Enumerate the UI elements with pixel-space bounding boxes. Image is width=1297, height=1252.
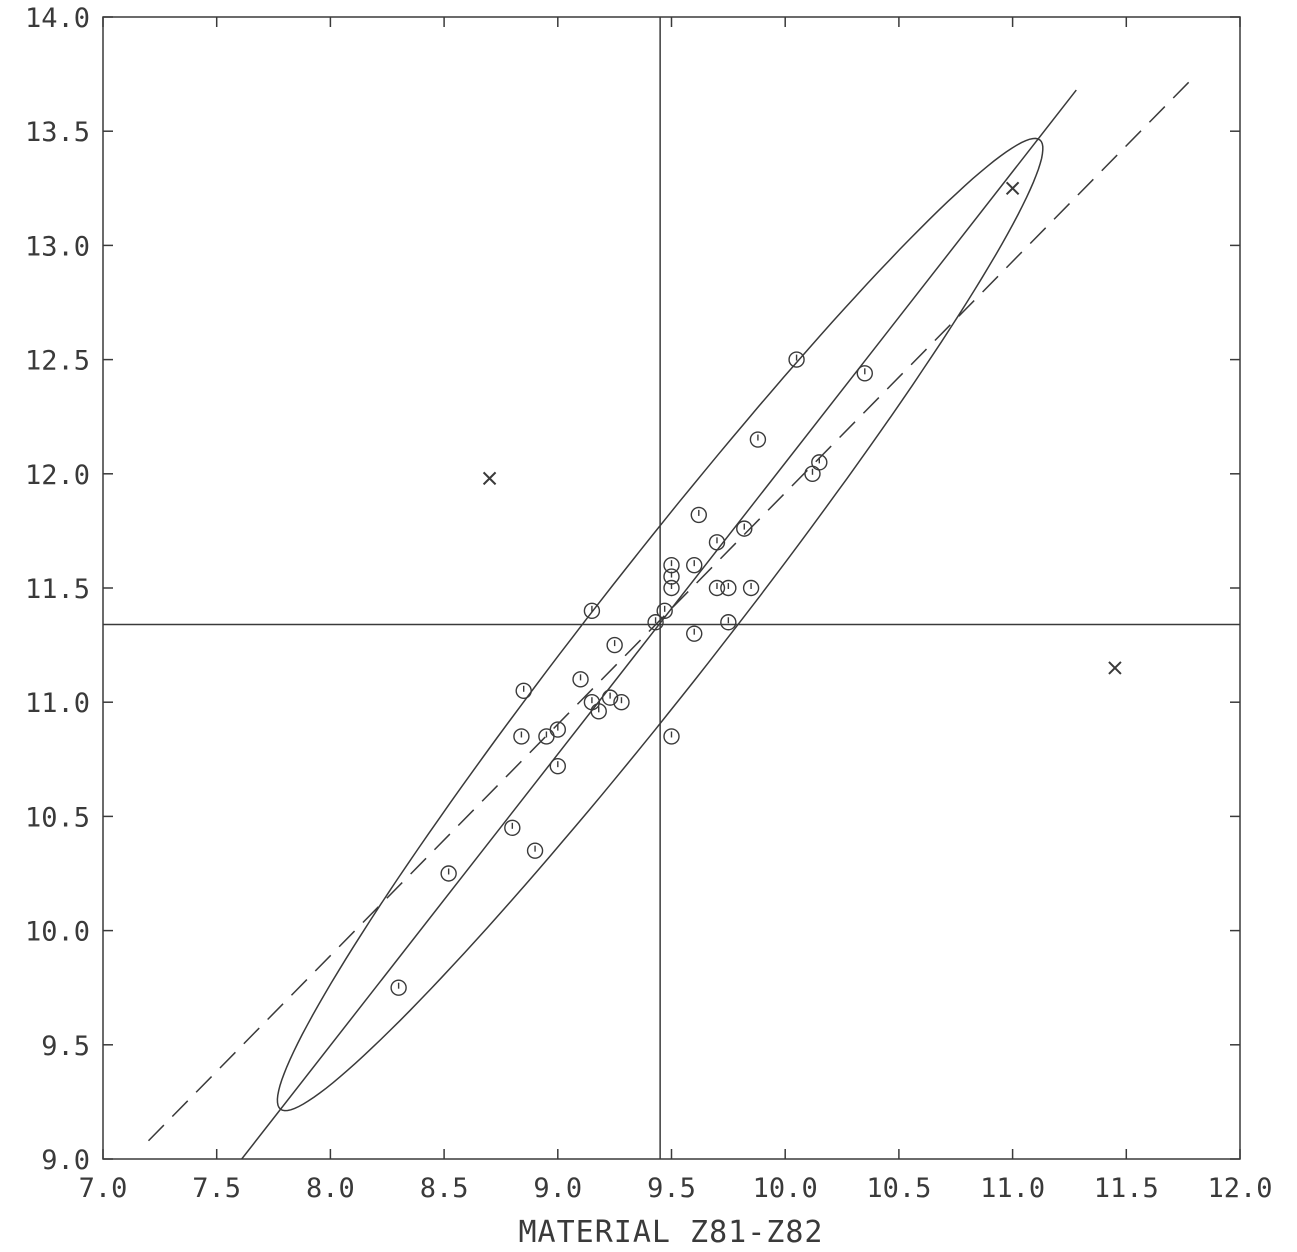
outlier-stroke: [1005, 181, 1020, 196]
x-tick-label: 9.0: [533, 1173, 582, 1204]
data-point-circle: [720, 614, 737, 631]
data-point: [736, 520, 753, 537]
data-point-circle: [572, 671, 589, 688]
x-tick-label: 10.5: [866, 1173, 931, 1204]
x-axis-label: MATERIAL Z81-Z82: [519, 1215, 824, 1250]
data-point-circle: [513, 728, 530, 745]
data-point-circle: [686, 556, 703, 574]
data-point: [708, 579, 726, 597]
data-point: [749, 431, 767, 448]
data-point: [515, 682, 532, 699]
y-tick-label: 9.5: [41, 1031, 90, 1062]
data-point-circle: [613, 694, 630, 711]
data-point: [390, 979, 407, 996]
data-point-circle: [720, 579, 737, 597]
data-point: [656, 602, 673, 620]
data-point: [708, 534, 726, 551]
data-point-circle: [788, 351, 805, 368]
x-tick-label: 8.0: [306, 1173, 355, 1204]
data-point-circle: [549, 757, 566, 775]
data-point-circle: [856, 365, 873, 382]
data-point: [583, 602, 601, 620]
data-point-circle: [708, 579, 726, 597]
data-point: [811, 454, 828, 471]
data-point: [663, 728, 680, 745]
data-point-circle: [663, 579, 680, 597]
x-tick-label: 11.0: [980, 1173, 1045, 1204]
data-point: [590, 703, 607, 720]
data-point: [690, 506, 707, 524]
data-point: [606, 636, 623, 654]
x-tick-label: 7.0: [79, 1173, 128, 1204]
data-point: [720, 579, 737, 597]
data-point: [440, 865, 457, 882]
y-tick-label: 9.0: [41, 1145, 90, 1176]
data-point-circle: [663, 556, 680, 574]
x-tick-label: 10.0: [753, 1173, 818, 1204]
data-point-circle: [686, 625, 703, 642]
y-tick-label: 10.5: [25, 802, 90, 833]
data-point-circle: [515, 682, 532, 699]
x-tick-label: 11.5: [1094, 1173, 1159, 1204]
solid-fit-line: [241, 89, 1077, 1159]
data-point-circle: [742, 579, 760, 597]
y-tick-label: 11.5: [25, 574, 90, 605]
data-point: [538, 728, 555, 745]
dashed-fit-line: [147, 80, 1191, 1142]
x-tick-label: 8.5: [420, 1173, 469, 1204]
data-point: [613, 694, 630, 711]
data-point-circle: [656, 602, 673, 620]
data-point-circle: [690, 506, 707, 524]
outlier-point: [1005, 181, 1020, 196]
data-point-circle: [583, 602, 601, 620]
data-point-circle: [749, 431, 767, 448]
data-point: [513, 728, 530, 745]
data-point-circle: [590, 703, 607, 720]
outlier-stroke: [1108, 661, 1122, 675]
data-point: [804, 465, 821, 482]
data-point: [549, 757, 566, 775]
y-tick-label: 11.0: [25, 688, 90, 719]
x-tick-label: 7.5: [192, 1173, 241, 1204]
data-point: [572, 671, 589, 688]
y-tick-label: 10.0: [25, 917, 90, 948]
data-point-circle: [504, 819, 521, 837]
data-point: [504, 819, 521, 837]
data-point: [856, 365, 873, 382]
confidence-ellipse: [276, 137, 1044, 1112]
data-point-circle: [811, 454, 828, 471]
data-point-circle: [663, 728, 680, 745]
outlier-stroke: [482, 471, 497, 486]
outlier-point: [1108, 661, 1122, 675]
data-point: [647, 614, 664, 631]
outlier-point: [482, 471, 497, 486]
data-point: [686, 625, 703, 642]
data-point: [526, 842, 544, 859]
data-point-circle: [708, 534, 726, 551]
y-tick-label: 14.0: [25, 3, 90, 34]
data-point-circle: [663, 568, 680, 585]
data-point-circle: [606, 636, 623, 654]
x-tick-label: 9.5: [647, 1173, 696, 1204]
data-point: [663, 556, 680, 574]
data-point: [720, 614, 737, 631]
x-tick-label: 12.0: [1207, 1173, 1272, 1204]
data-point-circle: [601, 689, 619, 706]
data-point-circle: [736, 520, 753, 537]
data-point: [788, 351, 805, 368]
y-tick-label: 12.0: [25, 460, 90, 491]
data-point-circle: [440, 865, 457, 882]
data-point-circle: [526, 842, 544, 859]
y-tick-label: 13.0: [25, 231, 90, 262]
data-point-circle: [549, 721, 566, 738]
data-point: [549, 721, 566, 738]
data-point-circle: [647, 614, 664, 631]
y-tick-label: 12.5: [25, 346, 90, 377]
data-point: [601, 689, 619, 706]
y-tick-label: 13.5: [25, 117, 90, 148]
data-point: [686, 556, 703, 574]
data-point-circle: [390, 979, 407, 996]
data-point: [742, 579, 760, 597]
